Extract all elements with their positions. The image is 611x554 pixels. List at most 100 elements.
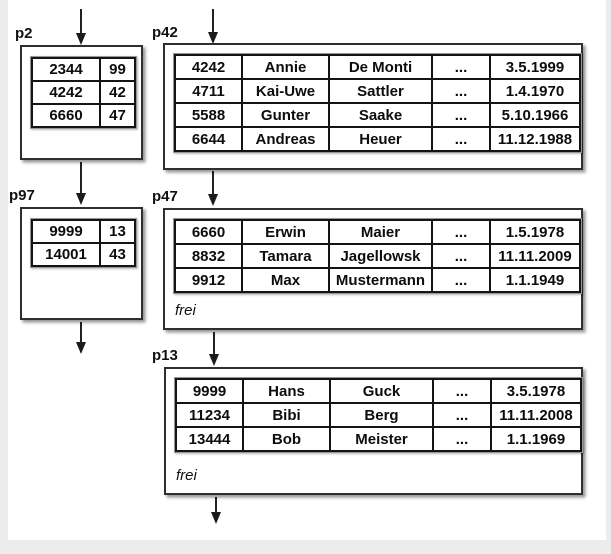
arrow-shaft — [80, 322, 82, 342]
table-row: 4242 Annie De Monti ... 3.5.1999 — [174, 54, 581, 80]
data-table-p47: 6660 Erwin Maier ... 1.5.1978 8832 Tamar… — [174, 219, 581, 293]
index-table-p2: 2344 99 4242 42 6660 47 — [31, 57, 136, 128]
table-cell: 6660 — [31, 103, 101, 128]
page-label-p2: p2 — [15, 25, 33, 42]
arrow-shaft — [80, 9, 82, 33]
table-cell: 11234 — [175, 402, 244, 428]
index-table-p97: 9999 13 14001 43 — [31, 219, 136, 267]
page-label-p97: p97 — [9, 187, 35, 204]
table-frame: 2344 99 4242 42 6660 47 — [30, 56, 137, 129]
table-cell: 11.12.1988 — [489, 126, 581, 152]
table-row: 4711 Kai-Uwe Sattler ... 1.4.1970 — [174, 78, 581, 104]
free-space-label: frei — [175, 302, 196, 319]
index-page-p97: 9999 13 14001 43 — [20, 207, 143, 320]
table-cell: ... — [432, 426, 492, 452]
table-cell: ... — [431, 219, 491, 245]
arrow-out-of-p97 — [75, 322, 87, 354]
table-row: 9912 Max Mustermann ... 1.1.1949 — [174, 267, 581, 293]
table-cell: Andreas — [241, 126, 330, 152]
page-label-p13: p13 — [152, 347, 178, 364]
table-cell: ... — [432, 378, 492, 404]
table-cell: 2344 — [31, 57, 101, 82]
table-cell: 9999 — [175, 378, 244, 404]
table-cell: Meister — [329, 426, 434, 452]
table-cell: 1.4.1970 — [489, 78, 581, 104]
table-cell: 13444 — [175, 426, 244, 452]
table-frame: 9999 13 14001 43 — [30, 218, 137, 268]
table-row: 9999 Hans Guck ... 3.5.1978 — [175, 378, 582, 404]
table-cell: 42 — [99, 80, 136, 105]
arrow-p2-to-p97 — [75, 162, 87, 205]
table-frame: 4242 Annie De Monti ... 3.5.1999 4711 Ka… — [173, 53, 582, 153]
arrow-shaft — [80, 162, 82, 193]
page-label-p42: p42 — [152, 24, 178, 41]
table-cell: Berg — [329, 402, 434, 428]
table-row: 8832 Tamara Jagellowsk ... 11.11.2009 — [174, 243, 581, 269]
page-label-p47: p47 — [152, 188, 178, 205]
table-cell: Heuer — [328, 126, 433, 152]
arrow-head — [76, 342, 86, 354]
arrow-shaft — [212, 171, 214, 194]
table-row: 14001 43 — [31, 242, 136, 267]
table-cell: 5.10.1966 — [489, 102, 581, 128]
arrow-head — [209, 354, 219, 366]
table-cell: Annie — [241, 54, 330, 80]
table-cell: Erwin — [241, 219, 330, 245]
arrow-shaft — [215, 497, 217, 512]
table-cell: 6644 — [174, 126, 243, 152]
table-row: 6660 Erwin Maier ... 1.5.1978 — [174, 219, 581, 245]
table-cell: Mustermann — [328, 267, 433, 293]
table-row: 2344 99 — [31, 57, 136, 82]
table-cell: ... — [431, 267, 491, 293]
free-space-label: frei — [176, 467, 197, 484]
arrow-out-of-p13 — [210, 497, 222, 524]
table-cell: 13 — [99, 219, 136, 244]
table-row: 6660 47 — [31, 103, 136, 128]
data-table-p13: 9999 Hans Guck ... 3.5.1978 11234 Bibi B… — [175, 378, 582, 452]
table-cell: 3.5.1999 — [489, 54, 581, 80]
table-cell: 8832 — [174, 243, 243, 269]
table-cell: Bob — [242, 426, 331, 452]
table-cell: Jagellowsk — [328, 243, 433, 269]
table-row: 11234 Bibi Berg ... 11.11.2008 — [175, 402, 582, 428]
table-cell: Kai-Uwe — [241, 78, 330, 104]
table-cell: Saake — [328, 102, 433, 128]
table-row: 6644 Andreas Heuer ... 11.12.1988 — [174, 126, 581, 152]
table-cell: 43 — [99, 242, 136, 267]
table-frame: 9999 Hans Guck ... 3.5.1978 11234 Bibi B… — [174, 377, 583, 453]
arrow-head — [76, 33, 86, 45]
table-cell: 3.5.1978 — [490, 378, 582, 404]
arrow-head — [208, 32, 218, 44]
index-page-p2: 2344 99 4242 42 6660 47 — [20, 45, 143, 160]
table-row: 13444 Bob Meister ... 1.1.1969 — [175, 426, 582, 452]
data-page-p13: 9999 Hans Guck ... 3.5.1978 11234 Bibi B… — [164, 367, 583, 495]
table-cell: 11.11.2009 — [489, 243, 581, 269]
table-cell: Tamara — [241, 243, 330, 269]
table-cell: Sattler — [328, 78, 433, 104]
table-cell: ... — [431, 78, 491, 104]
table-cell: ... — [431, 243, 491, 269]
table-cell: 47 — [99, 103, 136, 128]
data-table-p42: 4242 Annie De Monti ... 3.5.1999 4711 Ka… — [174, 54, 581, 152]
table-cell: ... — [432, 402, 492, 428]
table-row: 9999 13 — [31, 219, 136, 244]
table-cell: Bibi — [242, 402, 331, 428]
table-cell: 14001 — [31, 242, 101, 267]
table-cell: 9912 — [174, 267, 243, 293]
table-cell: Hans — [242, 378, 331, 404]
table-cell: 5588 — [174, 102, 243, 128]
table-cell: Max — [241, 267, 330, 293]
table-row: 4242 42 — [31, 80, 136, 105]
table-cell: 4242 — [174, 54, 243, 80]
table-cell: 99 — [99, 57, 136, 82]
table-cell: 1.1.1969 — [490, 426, 582, 452]
table-row: 5588 Gunter Saake ... 5.10.1966 — [174, 102, 581, 128]
table-cell: 1.1.1949 — [489, 267, 581, 293]
arrow-shaft — [213, 332, 215, 354]
table-cell: De Monti — [328, 54, 433, 80]
table-cell: 11.11.2008 — [490, 402, 582, 428]
arrow-into-p2 — [75, 9, 87, 45]
data-page-p42: 4242 Annie De Monti ... 3.5.1999 4711 Ka… — [163, 43, 583, 170]
arrow-p47-to-p13 — [208, 332, 220, 366]
